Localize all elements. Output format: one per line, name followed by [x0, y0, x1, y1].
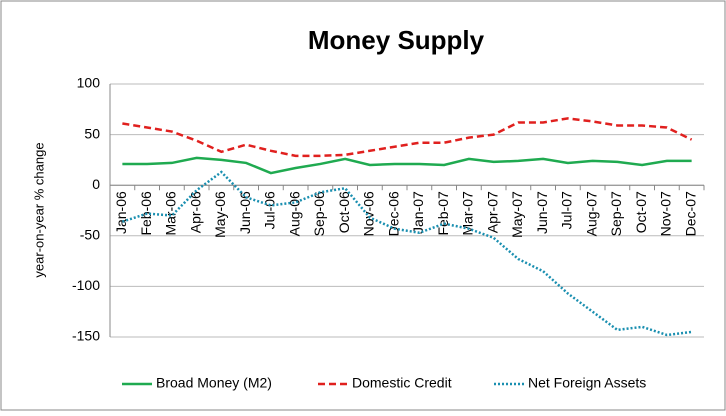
- x-tick-label: Aug-07: [583, 191, 599, 236]
- x-tick-label: Feb-07: [435, 191, 451, 236]
- y-axis-label: year-on-year % change: [31, 142, 46, 277]
- x-tick-label: Apr-07: [484, 191, 500, 233]
- x-tick-label: Nov-07: [658, 191, 674, 236]
- x-tick-label: Jun-06: [237, 191, 253, 234]
- x-tick-label: Jan-07: [410, 191, 426, 234]
- x-tick-label: May-06: [212, 191, 228, 238]
- y-tick-label: 100: [77, 75, 101, 91]
- x-tick-label: May-07: [509, 191, 525, 238]
- chart-title: Money Supply: [308, 25, 485, 55]
- x-tick-label: Dec-07: [682, 191, 698, 236]
- x-tick-label: Mar-06: [163, 191, 179, 236]
- x-tick-label: Oct-07: [633, 191, 649, 233]
- x-tick-label: Apr-06: [187, 191, 203, 233]
- x-tick-label: Jun-07: [534, 191, 550, 234]
- legend-label: Domestic Credit: [352, 375, 452, 391]
- legend-label: Broad Money (M2): [156, 375, 272, 391]
- x-tick-label: Mar-07: [460, 191, 476, 236]
- y-tick-label: 0: [92, 176, 100, 192]
- line-series: [122, 117, 693, 158]
- y-tick-label: -100: [72, 277, 100, 293]
- x-tick-label: Jan-06: [113, 191, 129, 234]
- y-tick-label: -150: [72, 328, 100, 344]
- x-tick-label: Oct-06: [336, 191, 352, 233]
- y-tick-label: -50: [80, 227, 100, 243]
- line-series: [121, 170, 692, 337]
- x-tick-label: Dec-06: [385, 191, 401, 236]
- x-tick-label: Sep-06: [311, 191, 327, 236]
- x-tick-label: Nov-06: [361, 191, 377, 236]
- x-tick-label: Sep-07: [608, 191, 624, 236]
- x-tick-label: Aug-06: [286, 191, 302, 236]
- legend-label: Net Foreign Assets: [528, 375, 646, 391]
- y-tick-label: 50: [84, 125, 100, 141]
- x-tick-label: Jul-07: [559, 191, 575, 229]
- line-series: [122, 156, 692, 175]
- x-tick-label: Jul-06: [262, 191, 278, 229]
